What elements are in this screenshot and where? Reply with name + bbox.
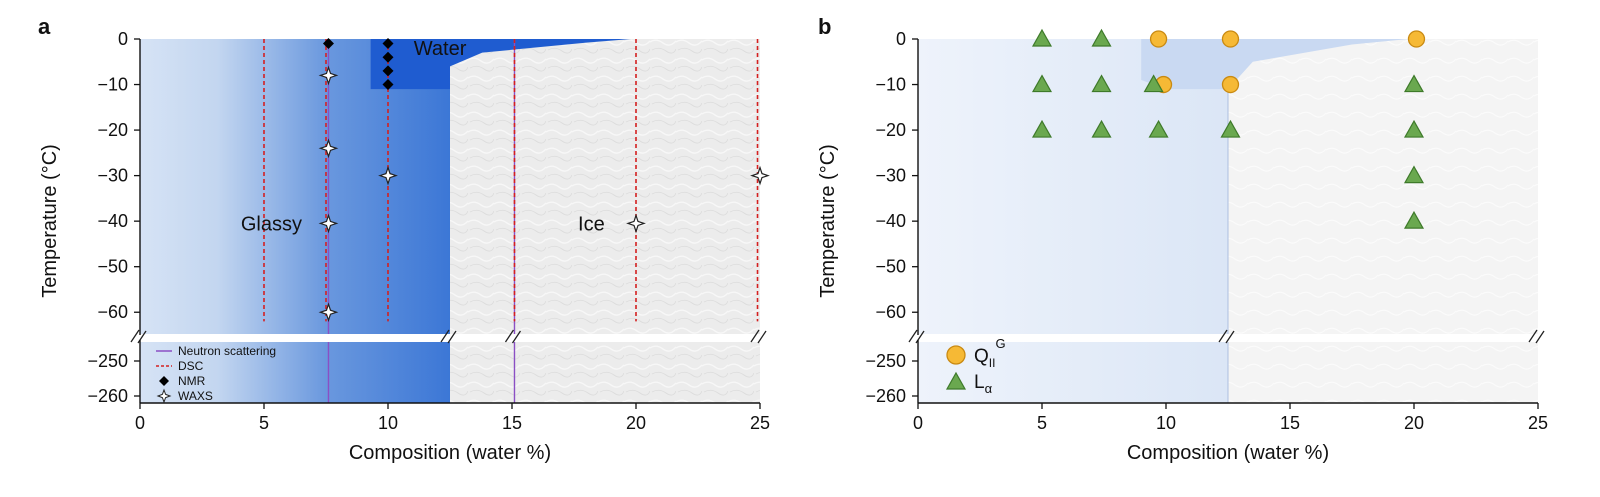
x-tick-label: 15 xyxy=(502,413,522,433)
region-label-water: Water xyxy=(414,38,467,60)
y-tick-label: −20 xyxy=(875,120,906,140)
region-glassy xyxy=(140,39,450,403)
legend-qii-main: Q xyxy=(974,346,989,367)
legend-label: NMR xyxy=(178,374,206,388)
legend-qii-sub: II xyxy=(989,356,996,370)
y-tick-label: −250 xyxy=(87,351,128,371)
x-tick-label: 5 xyxy=(1037,413,1047,433)
y-tick-label: −20 xyxy=(97,120,128,140)
legend-symbol-nmr xyxy=(159,376,169,386)
y-tick-label: −250 xyxy=(865,351,906,371)
y-tick-label: −10 xyxy=(875,75,906,95)
y-tick-label: −260 xyxy=(865,386,906,406)
nmr-point xyxy=(382,65,394,77)
legend-label-l-alpha: Lα xyxy=(974,372,993,396)
nmr-point xyxy=(382,79,394,91)
l-alpha-point xyxy=(1403,210,1425,229)
l-alpha-point xyxy=(1091,74,1112,93)
l-alpha-point xyxy=(1091,28,1112,47)
region-label-glassy: Glassy xyxy=(241,213,302,235)
l-alpha-point xyxy=(1031,74,1053,93)
legend-l-main: L xyxy=(974,372,985,393)
x-tick-label: 5 xyxy=(259,413,269,433)
qii-point xyxy=(1407,30,1426,48)
legend-symbol-waxs xyxy=(156,388,172,404)
region-right xyxy=(1228,39,1538,403)
waxs-point xyxy=(626,213,646,234)
legend-label: Neutron scattering xyxy=(178,344,276,358)
x-axis-label: Composition (water %) xyxy=(349,442,551,464)
x-tick-label: 20 xyxy=(1404,413,1424,433)
waxs-point xyxy=(378,165,398,186)
x-tick-label: 25 xyxy=(1528,413,1548,433)
y-tick-label: 0 xyxy=(896,29,906,49)
region-ice xyxy=(450,39,760,403)
l-alpha-point xyxy=(1403,165,1425,184)
y-tick-label: −260 xyxy=(87,386,128,406)
y-tick-label: −30 xyxy=(875,166,906,186)
l-alpha-point xyxy=(1031,28,1053,47)
x-tick-label: 0 xyxy=(913,413,923,433)
legend-l-sub: α xyxy=(985,381,993,396)
y-tick-label: −50 xyxy=(97,257,128,277)
l-alpha-point xyxy=(1403,119,1425,138)
l-alpha-point xyxy=(1143,74,1164,93)
region-water xyxy=(370,39,632,90)
y-axis-label: Temperature (°C) xyxy=(39,144,61,298)
waxs-point xyxy=(318,65,339,86)
waxs-point xyxy=(318,138,339,159)
x-tick-label: 20 xyxy=(626,413,646,433)
y-tick-label: −30 xyxy=(97,166,128,186)
x-tick-label: 10 xyxy=(378,413,398,433)
nmr-point xyxy=(382,38,394,50)
l-alpha-point xyxy=(1148,119,1169,138)
y-tick-label: 0 xyxy=(118,29,128,49)
panel-a: 0 5 10 15 20 25 0 −10 −20 −30 −40 −50 −60 −250 −260 Com… xyxy=(38,14,774,464)
panel-label: b xyxy=(818,14,831,39)
x-tick-label: 0 xyxy=(135,413,145,433)
region-label-ice: Ice xyxy=(578,213,605,235)
y-axis-label: Temperature (°C) xyxy=(817,144,839,298)
axis-break-mark xyxy=(1528,329,1545,344)
legend-symbol-qii xyxy=(946,345,966,365)
nmr-point xyxy=(322,38,334,50)
y-tick-label: −60 xyxy=(875,302,906,322)
nmr-point xyxy=(382,51,394,63)
axis-break-mark xyxy=(440,329,457,344)
y-tick-label: −60 xyxy=(97,302,128,322)
region-left xyxy=(918,39,1228,403)
waxs-point xyxy=(318,213,339,234)
axis-break-mark xyxy=(504,329,522,344)
l-alpha-point xyxy=(1403,74,1425,93)
waxs-point xyxy=(750,165,770,186)
qii-point xyxy=(1221,75,1240,94)
y-tick-label: −50 xyxy=(875,257,906,277)
legend-label: DSC xyxy=(178,359,204,373)
x-axis-label: Composition (water %) xyxy=(1127,442,1329,464)
x-tick-label: 15 xyxy=(1280,413,1300,433)
waxs-point xyxy=(318,302,339,323)
region-shade xyxy=(1141,39,1410,90)
x-tick-label: 10 xyxy=(1156,413,1176,433)
legend-qii-sup: G xyxy=(995,336,1005,351)
qii-point xyxy=(1221,30,1240,48)
panel-b: 0 5 10 15 20 25 0 −10 −20 −30 −40 −50 −60 −250 −260 Com… xyxy=(817,14,1552,464)
qii-point xyxy=(1149,30,1168,48)
x-tick-label: 25 xyxy=(750,413,770,433)
y-tick-label: −10 xyxy=(97,75,128,95)
y-tick-label: −40 xyxy=(875,211,906,231)
y-tick-label: −40 xyxy=(97,211,128,231)
l-alpha-point xyxy=(1031,119,1053,138)
l-alpha-point xyxy=(1220,119,1241,138)
axis-break-mark xyxy=(750,329,767,344)
panel-label: a xyxy=(38,14,51,39)
l-alpha-point xyxy=(1091,119,1112,138)
axis-break-mark xyxy=(1218,329,1235,344)
legend-label: WAXS xyxy=(178,389,213,403)
legend-symbol-l-alpha xyxy=(945,371,967,390)
legend-label-qii: QII G xyxy=(974,336,1006,370)
